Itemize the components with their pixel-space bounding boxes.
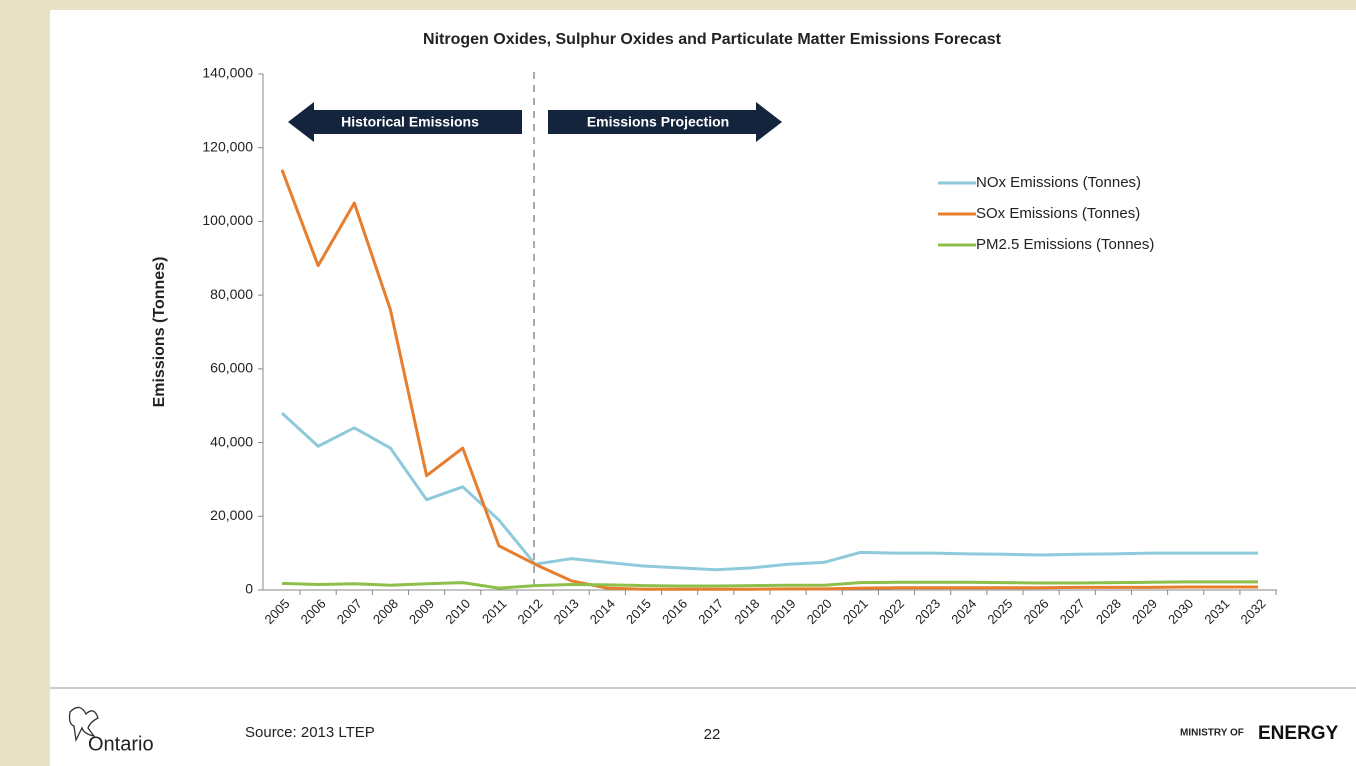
chart-title: Nitrogen Oxides, Sulphur Oxides and Part… (423, 31, 1002, 48)
legend-label: PM2.5 Emissions (Tonnes) (976, 236, 1154, 253)
footer-source: Source: 2013 LTEP (245, 724, 375, 741)
arrow-right (548, 102, 782, 142)
y-tick-label: 60,000 (210, 360, 253, 376)
y-axis-label: Emissions (Tonnes) (151, 257, 168, 408)
y-tick-label: 0 (245, 581, 253, 597)
slide-background (50, 10, 1356, 766)
legend-label: NOx Emissions (Tonnes) (976, 174, 1141, 191)
arrow-left (288, 102, 522, 142)
logo-icon (68, 706, 99, 743)
page-number: 22 (704, 726, 721, 743)
logo-text: Ontario (88, 733, 154, 755)
annotation: Emissions Projection (587, 114, 729, 130)
legend-label: SOx Emissions (Tonnes) (976, 205, 1140, 222)
annotation: Historical Emissions (341, 114, 479, 130)
y-tick-label: 120,000 (202, 138, 253, 154)
y-tick-label: 20,000 (210, 507, 253, 523)
series-line (281, 580, 1258, 590)
y-tick-label: 40,000 (210, 433, 253, 449)
ministry: ENERGY (1258, 723, 1339, 744)
series-line (280, 411, 1258, 572)
series-line (280, 169, 1258, 591)
ministry-of: MINISTRY OF (1180, 728, 1244, 739)
y-tick-label: 100,000 (202, 212, 253, 228)
y-tick-label: 80,000 (210, 286, 253, 302)
y-tick-label: 140,000 (202, 65, 253, 81)
